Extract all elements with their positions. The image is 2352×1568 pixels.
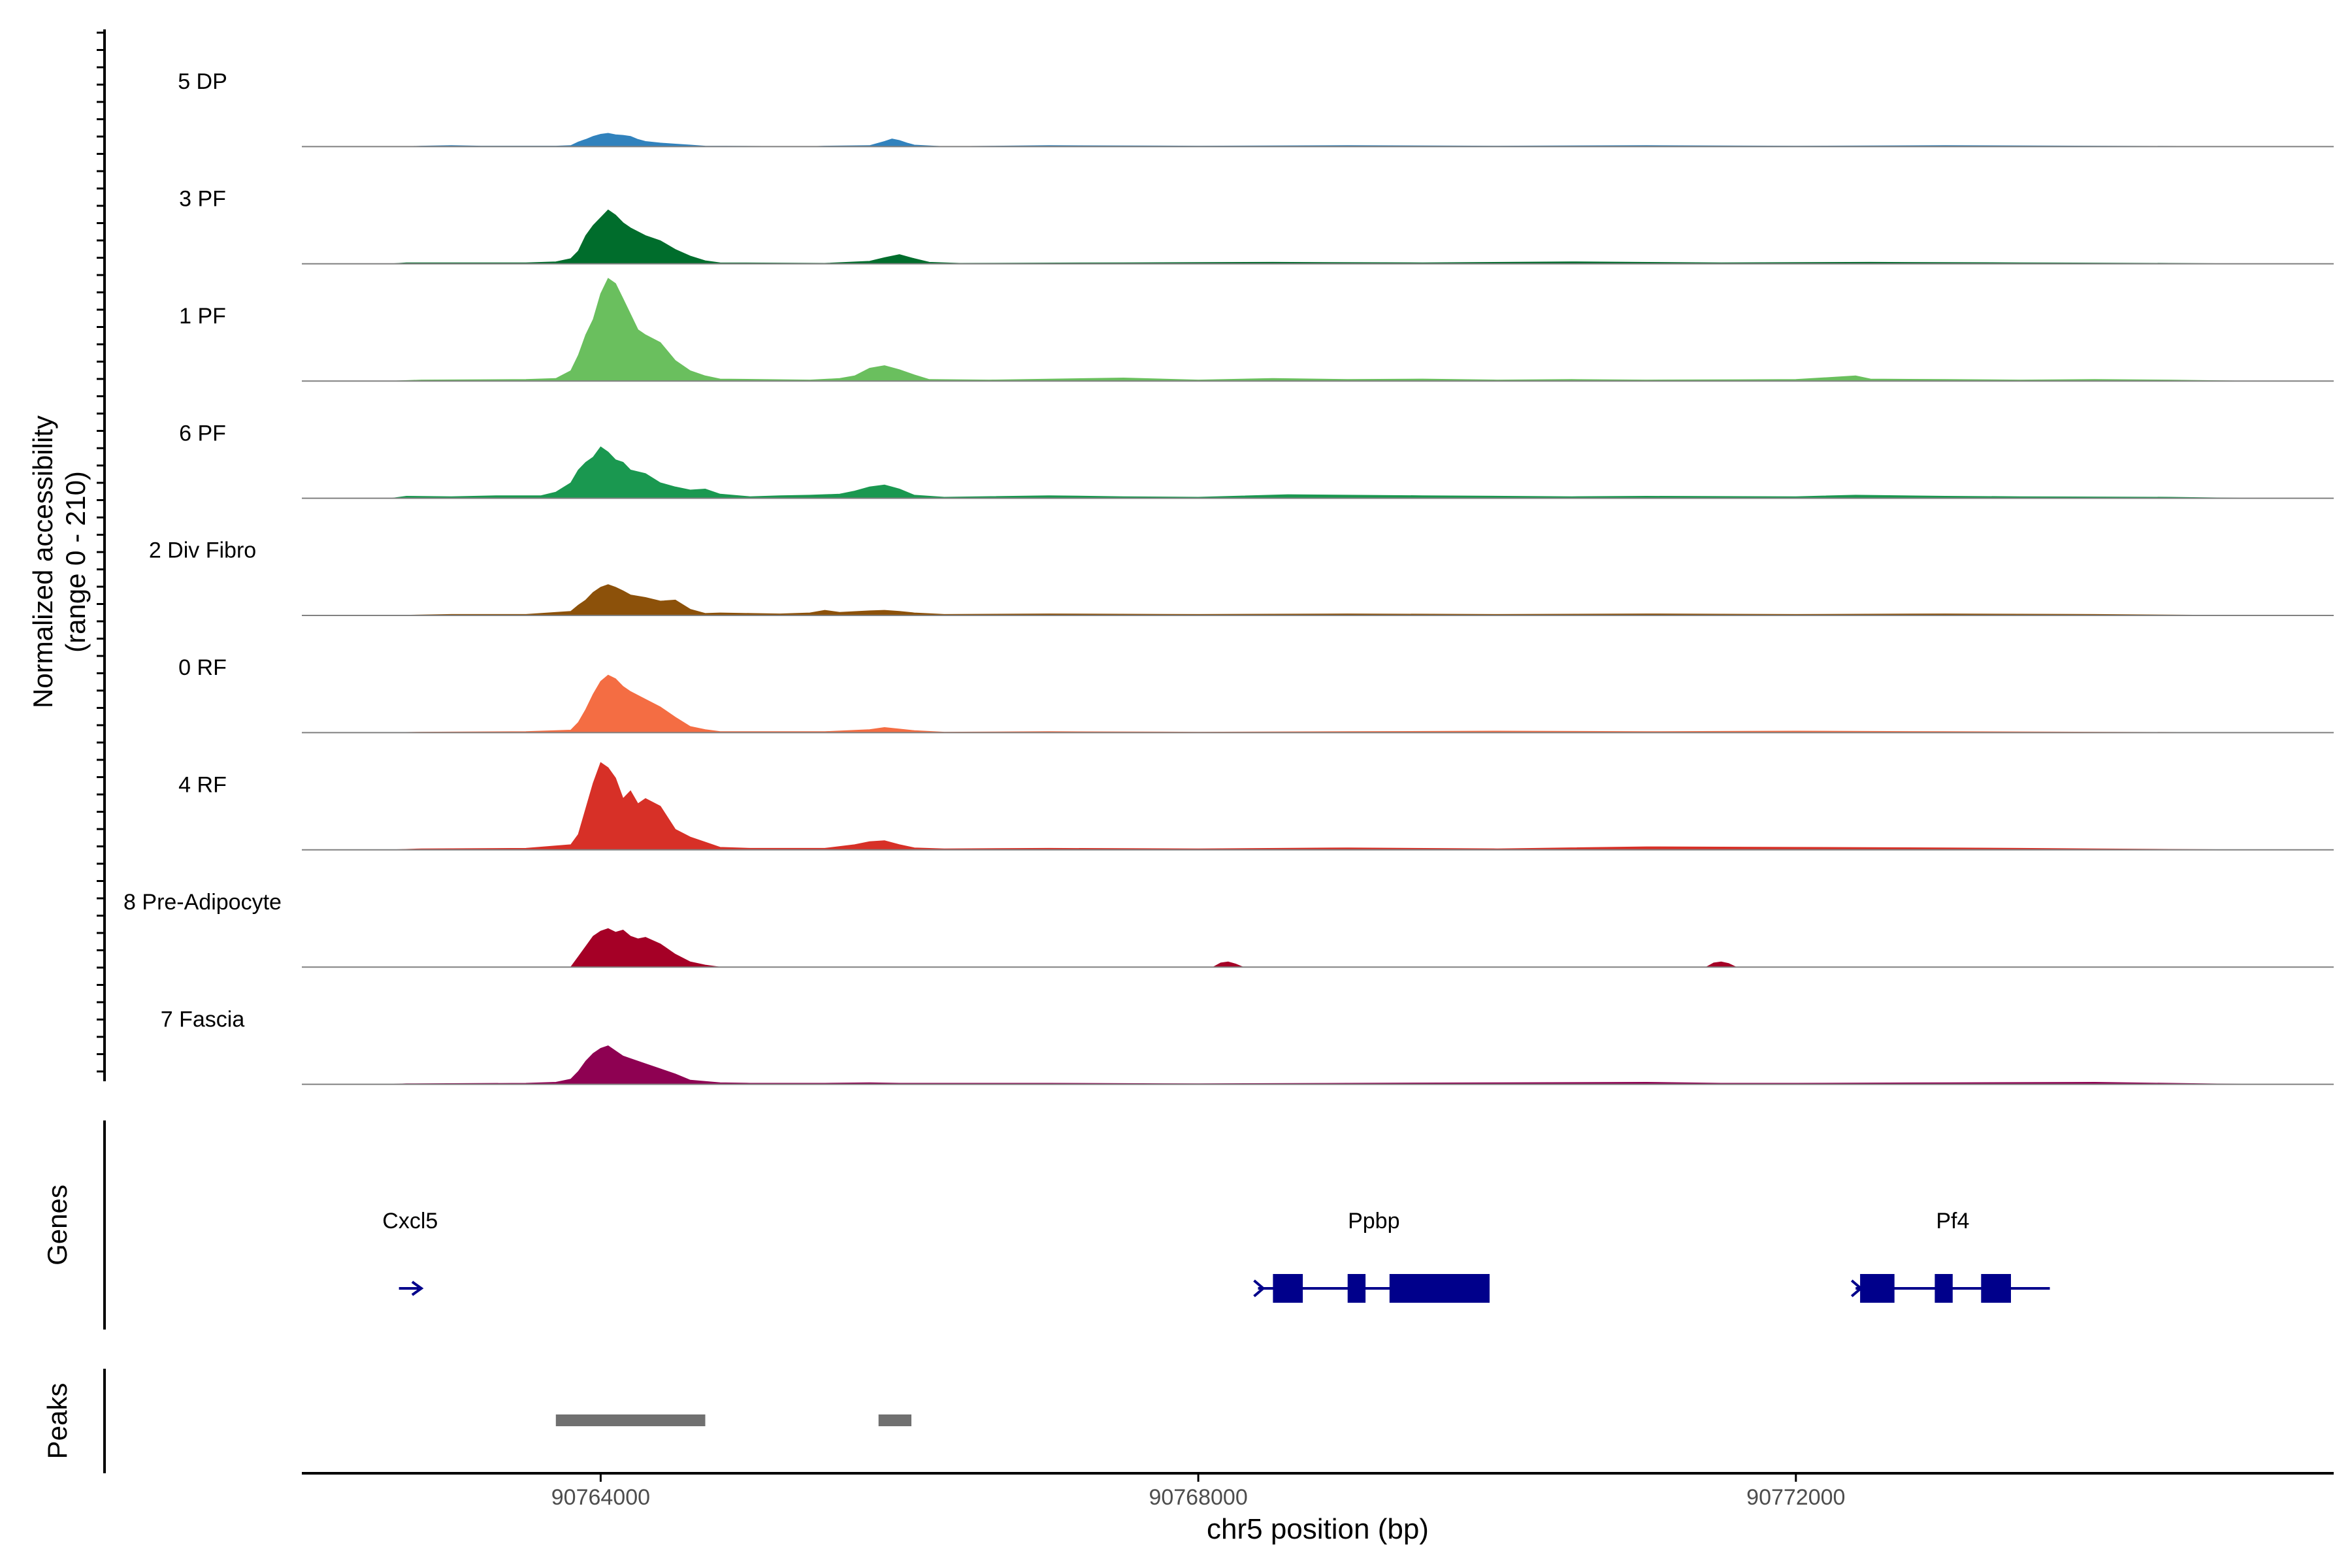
- x-tick-label: 90764000: [551, 1485, 650, 1510]
- genes-panel-label: Genes: [42, 1184, 73, 1266]
- x-axis-title: chr5 position (bp): [1207, 1513, 1429, 1545]
- exon-ppbp: [1389, 1274, 1490, 1303]
- track-label-4-rf: 4 RF: [178, 773, 227, 798]
- coverage-area-7-fascia: [391, 1045, 2244, 1085]
- exon-ppbp: [1347, 1274, 1366, 1303]
- y-axis-title-line2: (range 0 - 210): [60, 471, 91, 653]
- track-label-6-pf: 6 PF: [179, 421, 226, 446]
- strand-arrow-icon: [1253, 1279, 1266, 1298]
- y-axis-title: Normalized accessibility (range 0 - 210): [27, 416, 91, 708]
- coverage-area-1-pf: [391, 278, 2244, 382]
- gene-pf4: Pf4: [1850, 1209, 2050, 1303]
- peaks-panel-label: Peaks: [42, 1383, 73, 1460]
- coverage-area-4-rf: [391, 762, 2244, 851]
- track-label-1-pf: 1 PF: [179, 304, 226, 329]
- y-axis-ticks: [97, 31, 105, 1073]
- track-2-div-fibro: 2 Div Fibro: [149, 538, 2334, 616]
- track-label-2-div-fibro: 2 Div Fibro: [149, 538, 256, 563]
- track-label-8-pre-adipocyte: 8 Pre-Adipocyte: [123, 890, 282, 915]
- gene-annotations: Cxcl5 Ppbp Pf4: [382, 1209, 2050, 1303]
- track-label-0-rf: 0 RF: [178, 655, 227, 680]
- coverage-tracks: 5 DP 3 PF 1 PF 6 PF 2 Div Fibro 0 RF 4 RF 8 Pre…: [123, 69, 2334, 1085]
- x-axis-ticks: 90764000 90768000 90772000: [551, 1473, 1845, 1510]
- exon-pf4: [1935, 1274, 1953, 1303]
- gene-ppbp: Ppbp: [1253, 1209, 1490, 1303]
- peak-regions: [555, 1414, 911, 1426]
- track-8-pre-adipocyte: 8 Pre-Adipocyte: [123, 890, 2334, 968]
- coverage-area-6-pf: [391, 446, 2244, 499]
- exon-pf4: [1860, 1274, 1895, 1303]
- coverage-area-8-pre-adipocyte: [570, 928, 2244, 968]
- strand-arrow-icon: [411, 1281, 424, 1296]
- coverage-area-2-div-fibro: [391, 584, 2244, 616]
- track-3-pf: 3 PF: [179, 187, 2334, 265]
- exon-pf4: [1981, 1274, 2011, 1303]
- track-label-3-pf: 3 PF: [179, 187, 226, 212]
- coverage-area-0-rf: [391, 674, 2244, 733]
- exon-ppbp: [1273, 1274, 1303, 1303]
- track-6-pf: 6 PF: [179, 421, 2334, 499]
- track-label-7-fascia: 7 Fascia: [161, 1007, 245, 1032]
- track-4-rf: 4 RF: [178, 762, 2334, 851]
- x-tick-label: 90772000: [1746, 1485, 1845, 1510]
- gene-label-pf4: Pf4: [1936, 1209, 1969, 1233]
- peak-region: [555, 1414, 706, 1426]
- track-7-fascia: 7 Fascia: [161, 1007, 2334, 1085]
- track-1-pf: 1 PF: [179, 278, 2334, 382]
- gene-cxcl5: Cxcl5: [382, 1209, 438, 1296]
- coverage-area-3-pf: [391, 209, 2244, 265]
- peak-region: [878, 1414, 911, 1426]
- gene-label-cxcl5: Cxcl5: [382, 1209, 438, 1233]
- track-0-rf: 0 RF: [178, 655, 2334, 734]
- y-axis-title-line1: Normalized accessibility: [27, 416, 58, 708]
- track-5-dp: 5 DP: [178, 69, 2334, 148]
- track-label-5-dp: 5 DP: [178, 69, 227, 94]
- gene-label-ppbp: Ppbp: [1348, 1209, 1399, 1233]
- x-tick-label: 90768000: [1149, 1485, 1247, 1510]
- coverage-area-5-dp: [406, 133, 2244, 147]
